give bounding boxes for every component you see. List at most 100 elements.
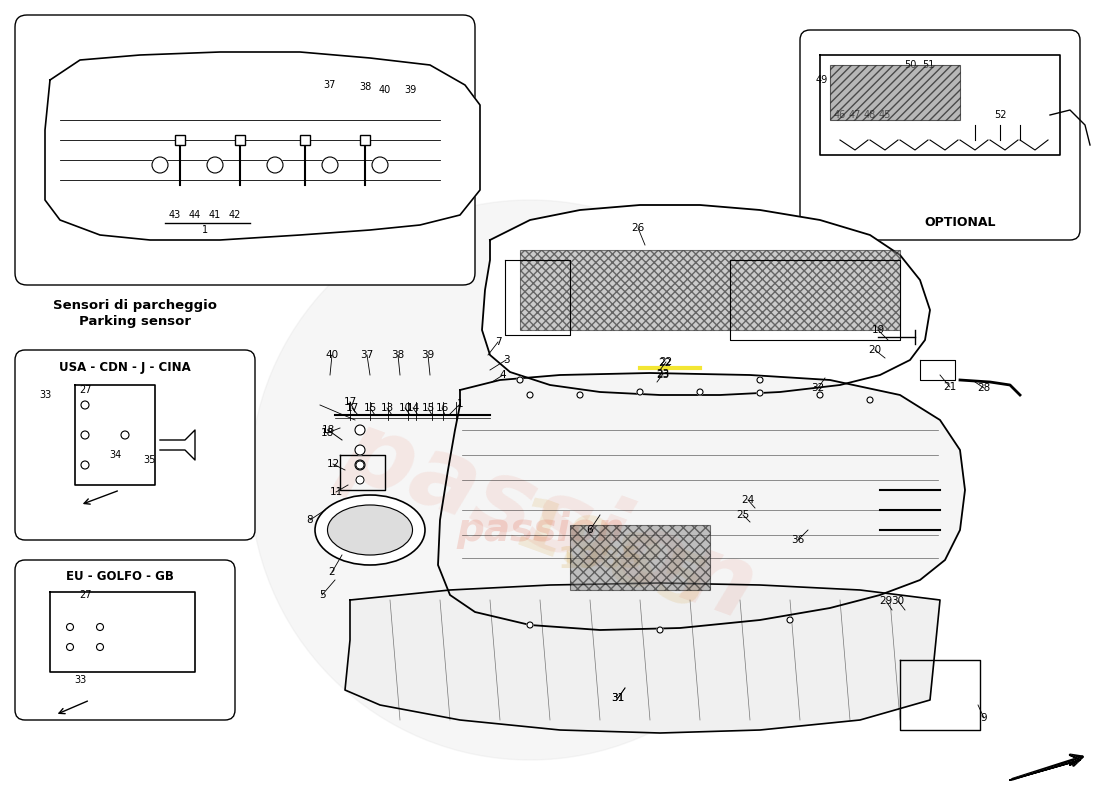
Text: 47: 47	[849, 110, 861, 120]
Text: 32: 32	[812, 383, 825, 393]
Text: 21: 21	[944, 382, 957, 392]
Text: 10: 10	[398, 403, 411, 413]
Circle shape	[121, 431, 129, 439]
Text: 36: 36	[791, 535, 804, 545]
Text: 1985: 1985	[558, 546, 642, 574]
Circle shape	[637, 389, 644, 395]
Text: 5: 5	[319, 590, 326, 600]
Circle shape	[250, 200, 810, 760]
Circle shape	[207, 157, 223, 173]
Circle shape	[786, 617, 793, 623]
Text: 45: 45	[879, 110, 891, 120]
Text: 40: 40	[326, 350, 339, 360]
Text: 16: 16	[436, 403, 449, 413]
FancyBboxPatch shape	[15, 350, 255, 540]
Circle shape	[66, 643, 74, 650]
Text: 25: 25	[736, 510, 749, 520]
Circle shape	[152, 157, 168, 173]
Text: 22: 22	[659, 358, 672, 368]
Text: 42: 42	[229, 210, 241, 220]
Text: 27: 27	[79, 385, 91, 395]
Text: 23: 23	[657, 369, 670, 379]
Text: 27: 27	[79, 590, 91, 600]
Circle shape	[66, 623, 74, 630]
Circle shape	[267, 157, 283, 173]
Text: 37: 37	[361, 350, 374, 360]
Circle shape	[81, 401, 89, 409]
FancyBboxPatch shape	[15, 15, 475, 285]
Text: 40: 40	[378, 85, 392, 95]
Text: 14: 14	[406, 403, 419, 413]
Text: 4: 4	[499, 370, 506, 380]
Text: 11: 11	[329, 487, 342, 497]
Text: passion: passion	[330, 401, 770, 639]
Text: 7: 7	[495, 337, 502, 347]
Circle shape	[356, 476, 364, 484]
Circle shape	[322, 157, 338, 173]
Ellipse shape	[315, 495, 425, 565]
Circle shape	[527, 622, 534, 628]
Circle shape	[97, 623, 103, 630]
Bar	[830, 65, 960, 120]
Text: 8: 8	[307, 515, 314, 525]
Bar	[300, 135, 310, 145]
Text: 15: 15	[363, 403, 376, 413]
Bar	[570, 525, 710, 590]
Text: 1985: 1985	[504, 493, 716, 627]
Bar	[360, 135, 370, 145]
Circle shape	[372, 157, 388, 173]
Ellipse shape	[328, 505, 412, 555]
Text: OPTIONAL: OPTIONAL	[924, 215, 996, 229]
Text: 31: 31	[612, 693, 625, 703]
Text: 39: 39	[404, 85, 416, 95]
Text: 43: 43	[169, 210, 182, 220]
Text: 6: 6	[586, 525, 593, 535]
Text: 15: 15	[421, 403, 434, 413]
Text: 22: 22	[659, 357, 672, 367]
Text: 1: 1	[456, 399, 463, 409]
Circle shape	[867, 397, 873, 403]
Circle shape	[527, 392, 534, 398]
Text: 13: 13	[381, 403, 394, 413]
Circle shape	[757, 390, 763, 396]
Text: 51: 51	[922, 60, 934, 70]
Text: 49: 49	[816, 75, 828, 85]
Text: 37: 37	[323, 80, 337, 90]
Text: 46: 46	[834, 110, 846, 120]
Circle shape	[355, 445, 365, 455]
Polygon shape	[482, 205, 930, 395]
Text: 52: 52	[993, 110, 1007, 120]
Circle shape	[97, 643, 103, 650]
Text: 18: 18	[321, 425, 334, 435]
Text: 35: 35	[144, 455, 156, 465]
Text: 50: 50	[904, 60, 916, 70]
Text: 29: 29	[879, 596, 892, 606]
Text: 26: 26	[631, 223, 645, 233]
Text: 18: 18	[320, 428, 333, 438]
Text: Sensori di parcheggio: Sensori di parcheggio	[53, 298, 217, 311]
Text: 28: 28	[978, 383, 991, 393]
Text: 20: 20	[868, 345, 881, 355]
Text: 34: 34	[109, 450, 121, 460]
Polygon shape	[45, 52, 480, 240]
Text: 44: 44	[189, 210, 201, 220]
Text: 33: 33	[39, 390, 51, 400]
Text: 39: 39	[421, 350, 434, 360]
Text: 38: 38	[359, 82, 371, 92]
Circle shape	[757, 377, 763, 383]
Bar	[175, 135, 185, 145]
Text: EU - GOLFO - GB: EU - GOLFO - GB	[66, 570, 174, 583]
Text: Parking sensor: Parking sensor	[79, 315, 191, 329]
Circle shape	[578, 392, 583, 398]
Text: 23: 23	[657, 370, 670, 380]
Text: 33: 33	[74, 675, 86, 685]
Circle shape	[657, 627, 663, 633]
Text: 48: 48	[864, 110, 876, 120]
Circle shape	[355, 460, 365, 470]
Text: 3: 3	[503, 355, 509, 365]
FancyBboxPatch shape	[800, 30, 1080, 240]
FancyBboxPatch shape	[15, 560, 235, 720]
Text: USA - CDN - J - CINA: USA - CDN - J - CINA	[59, 362, 191, 374]
Text: 17: 17	[345, 403, 359, 413]
Text: 38: 38	[392, 350, 405, 360]
